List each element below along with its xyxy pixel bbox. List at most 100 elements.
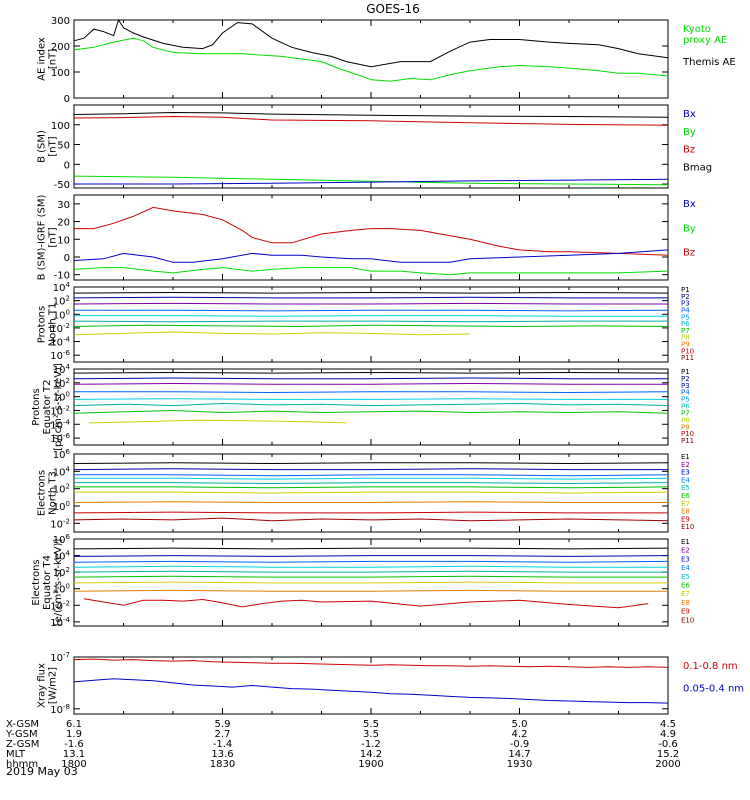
- legend-label: E6: [681, 582, 690, 590]
- y-tick-label: 10-4: [50, 616, 70, 629]
- series-line-themis-ae: [73, 18, 669, 68]
- legend-label: E10: [681, 616, 694, 624]
- legend-label: E8: [681, 508, 690, 516]
- y-axis-label: Equator T4: [42, 555, 53, 610]
- series-line-bx: [74, 178, 669, 185]
- legend-label: proxy AE: [683, 35, 727, 46]
- ephemeris-value: -0.9: [510, 739, 530, 750]
- y-axis-label: B (SM)-IGRF (SM): [37, 195, 48, 281]
- series-line-bz: [73, 115, 669, 126]
- y-axis-label: [nT]: [48, 227, 59, 247]
- panel-bdiff: -10 0 10 20 30 B (SM)-IGRF (SM) [nT] Bx By Bz: [37, 194, 696, 282]
- y-tick-label: 300: [51, 16, 70, 27]
- legend-label: P1: [681, 286, 690, 294]
- y-tick-label: 10-2: [50, 517, 70, 530]
- legend-label: E9: [681, 608, 690, 616]
- y-tick-label: 10-6: [50, 349, 70, 362]
- ephemeris-value: 4.9: [660, 729, 676, 740]
- series-line-e9: [73, 511, 668, 514]
- y-axis-label: Equator T2: [42, 380, 53, 435]
- ephemeris-value: 15.2: [657, 749, 679, 760]
- legend-label: Bx: [683, 109, 696, 120]
- y-tick-label: 10-2: [50, 599, 70, 612]
- y-tick-label: 100: [51, 121, 70, 132]
- legend-label: P6: [681, 320, 690, 328]
- y-tick-label: 20: [57, 218, 70, 229]
- series-line-p3: [73, 302, 668, 305]
- ephemeris-value: 13.6: [211, 749, 233, 760]
- legend-label: E8: [681, 599, 690, 607]
- y-tick-label: 100: [53, 583, 70, 596]
- y-axis-label: [e/(cm²-s-sr-keV)]: [53, 539, 64, 627]
- legend-label: E3: [681, 469, 690, 477]
- y-axis-label: North T1: [48, 303, 59, 347]
- legend-label: P7: [681, 409, 690, 417]
- y-tick-label: 102: [53, 377, 70, 390]
- legend-label: Bmag: [683, 162, 712, 173]
- y-axis-label: [nT]: [48, 136, 59, 156]
- legend-label: E2: [681, 547, 690, 555]
- series-line-p5: [73, 398, 668, 400]
- legend-label: P7: [681, 327, 690, 335]
- ephemeris-value: -1.2: [361, 739, 381, 750]
- y-axis-label: [W/m2]: [48, 667, 59, 704]
- y-tick-label: 10-7: [50, 651, 70, 664]
- series-line-e6: [74, 486, 669, 489]
- y-tick-label: 102: [53, 483, 70, 496]
- legend-label: P3: [681, 300, 690, 308]
- series-line-p1: [73, 291, 669, 294]
- series-line-p4: [74, 309, 669, 312]
- y-tick-label: 104: [53, 363, 71, 376]
- y-tick-label: 106: [53, 448, 71, 461]
- series-line-e1: [73, 462, 669, 465]
- legend-label: By: [683, 127, 696, 138]
- ephemeris-value: 4.2: [512, 729, 528, 740]
- panel-eeqt4: 106 104 102 100 10-2 10-4 Electrons Equator T4[…: [31, 533, 694, 629]
- series-line-p8: [73, 331, 471, 336]
- series-line-e1: [73, 547, 669, 550]
- series-line-e7: [73, 581, 668, 584]
- ephemeris-value: 6.1: [66, 719, 82, 730]
- ephemeris-value: 1830: [210, 759, 235, 770]
- series-line-p7: [73, 324, 669, 328]
- legend-label: E1: [681, 453, 690, 461]
- legend-label: Bx: [683, 199, 696, 210]
- series-line-e3: [74, 474, 669, 477]
- legend-label: P8: [681, 416, 690, 424]
- series-line-p4: [74, 391, 669, 394]
- legend-label: P3: [681, 382, 690, 390]
- y-tick-label: 10-8: [50, 703, 70, 716]
- y-axis-label: AE index: [37, 37, 48, 81]
- series-line-e3: [73, 560, 669, 563]
- panel-frame: [73, 19, 669, 99]
- legend-label: P8: [681, 334, 690, 342]
- y-axis-label: B (SM): [37, 130, 48, 163]
- series-line-p6: [73, 320, 668, 323]
- legend-label: E7: [681, 500, 690, 508]
- y-tick-label: 100: [53, 500, 70, 513]
- legend-label: E2: [681, 461, 690, 469]
- y-tick-label: 100: [51, 68, 70, 79]
- y-tick-label: 10-2: [50, 404, 70, 417]
- series-line-p5: [74, 315, 668, 317]
- series-line-e10: [73, 517, 669, 522]
- series-line-e8: [73, 589, 668, 592]
- y-tick-label: 102: [53, 566, 70, 579]
- panel-frame: [73, 368, 669, 446]
- series-line-p8: [88, 419, 347, 424]
- series-line-e9: [83, 598, 649, 609]
- y-axis-label: [p/(cm²-s-sr-keV)]: [53, 363, 64, 451]
- y-tick-label: 0: [64, 253, 70, 264]
- series-line-e6: [73, 575, 668, 578]
- ephemeris-value: 5.5: [363, 719, 379, 730]
- series-line-p2: [73, 377, 668, 380]
- legend-label: P10: [681, 347, 694, 355]
- y-axis-label: Xray flux: [37, 663, 48, 708]
- panel-frame: [73, 194, 669, 281]
- series-line-p2: [73, 296, 668, 299]
